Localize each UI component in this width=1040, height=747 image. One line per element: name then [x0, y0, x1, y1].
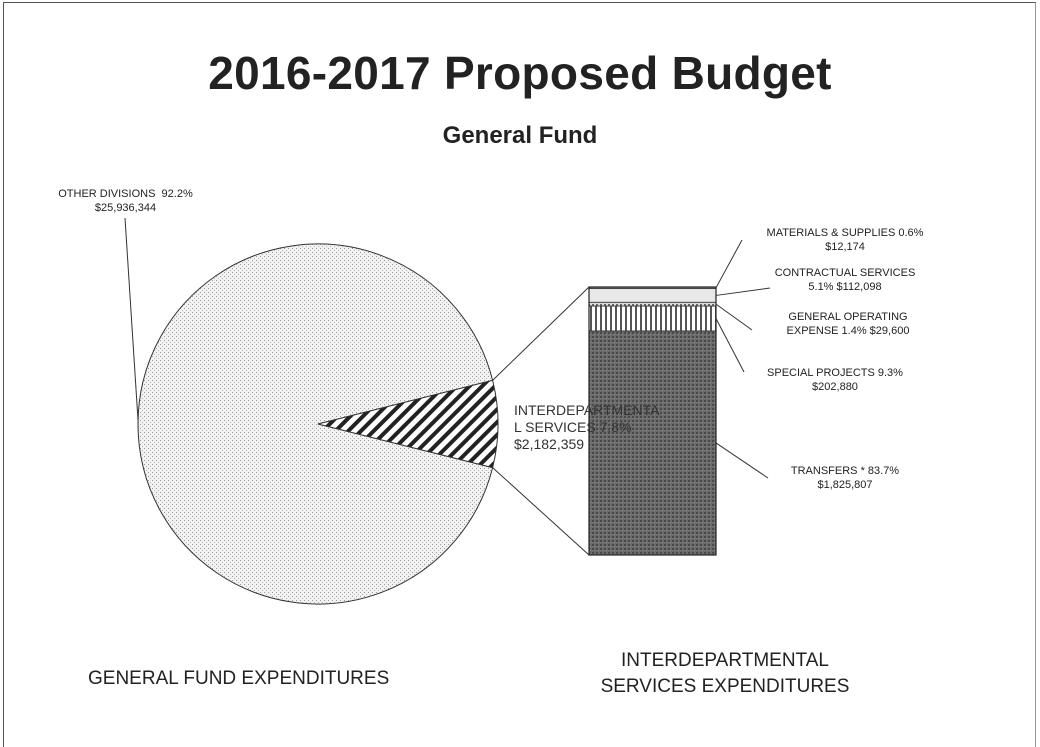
pie-label-other-divisions: OTHER DIVISIONS 92.2% $25,936,344 — [58, 188, 193, 214]
chart-frame — [3, 2, 1036, 747]
leader-special-projects — [715, 318, 745, 373]
leader-lines — [124, 217, 771, 556]
bar-label-contractual-services: CONTRACTUAL SERVICES 5.1% $112,098 — [774, 267, 916, 293]
leader-other-divisions — [124, 217, 139, 421]
pie-caption: GENERAL FUND EXPENDITURES — [88, 668, 390, 689]
pie-bar-connector-top — [492, 286, 590, 381]
bar-label-materials-supplies: MATERIALS & SUPPLIES 0.6% $12,174 — [766, 227, 924, 253]
pie-bar-connector-bottom — [492, 467, 590, 556]
bar-outline — [588, 286, 717, 556]
leader-contractual-services — [715, 287, 771, 296]
bar-caption: INTERDEPARTMENTAL SERVICES EXPENDITURES — [600, 650, 850, 697]
bar-segment-contractual-services — [588, 288, 717, 303]
bar-segment-transfers — [588, 330, 717, 556]
leader-materials-supplies — [715, 239, 743, 289]
bar-segment-special-projects — [588, 305, 717, 332]
bar-segment-general-operating-expense — [588, 301, 717, 307]
pie-slice-other-divisions — [137, 243, 494, 605]
pie-slice-interdepartmental — [317, 379, 499, 469]
bar-label-general-operating: GENERAL OPERATING EXPENSE 1.4% $29,600 — [786, 311, 910, 337]
leader-transfers — [715, 442, 769, 479]
pie-chart — [137, 243, 499, 605]
chart-title: 2016-2017 Proposed Budget — [208, 47, 832, 99]
bar-label-transfers: TRANSFERS * 83.7% $1,825,807 — [790, 465, 900, 491]
stacked-bar-chart — [588, 286, 717, 556]
leader-general-operating — [715, 303, 753, 331]
bar-label-special-projects: SPECIAL PROJECTS 9.3% $202,880 — [767, 367, 903, 393]
pie-label-interdepartmental: INTERDEPARTMENTA L SERVICES 7.8% $2,182,… — [514, 402, 660, 452]
chart-subtitle: General Fund — [442, 122, 598, 149]
